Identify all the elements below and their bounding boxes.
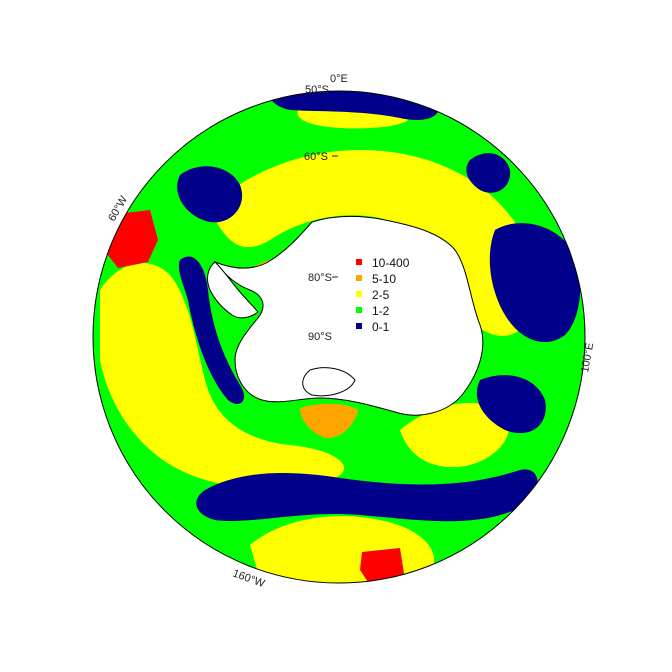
region-red-south: [360, 548, 405, 583]
map-field: [93, 91, 585, 583]
legend-label-1-2: 1-2: [372, 304, 390, 318]
ross-shelf: [302, 367, 356, 397]
legend-swatch-10-400: [356, 259, 362, 265]
legend-label-10-400: 10-400: [372, 256, 410, 270]
legend-swatch-5-10: [356, 275, 362, 281]
lat-label-50s: 50°S: [305, 84, 329, 96]
legend-swatch-0-1: [356, 323, 362, 329]
legend-swatch-2-5: [356, 291, 362, 297]
legend-label-5-10: 5-10: [372, 272, 396, 286]
antarctic-peninsula: [207, 261, 259, 319]
legend-swatch-1-2: [356, 307, 362, 313]
lat-label-90s: 90°S: [308, 331, 332, 343]
region-yellow-ring: [210, 150, 539, 336]
region-yellow-southeast: [400, 402, 509, 468]
region-orange-ross: [300, 403, 358, 439]
legend: 10-400 5-10 2-5 1-2 0-1: [356, 256, 410, 334]
region-blue-northeast: [466, 153, 511, 193]
region-blue-east: [489, 223, 581, 343]
lon-label-100e: 100°E: [579, 342, 596, 374]
lat-label-60s: 60°S: [304, 151, 328, 163]
map-boundary: [92, 90, 586, 584]
legend-label-2-5: 2-5: [372, 288, 390, 302]
lat-label-80s: 80°S: [308, 272, 332, 284]
legend-label-0-1: 0-1: [372, 320, 390, 334]
region-blue-northwest: [177, 166, 243, 223]
lon-label-0e: 0°E: [330, 73, 348, 85]
region-blue-west-strip: [178, 256, 245, 405]
region-blue-southeast: [476, 375, 546, 434]
region-blue-south-band: [196, 469, 538, 522]
region-yellow-west: [100, 263, 345, 489]
